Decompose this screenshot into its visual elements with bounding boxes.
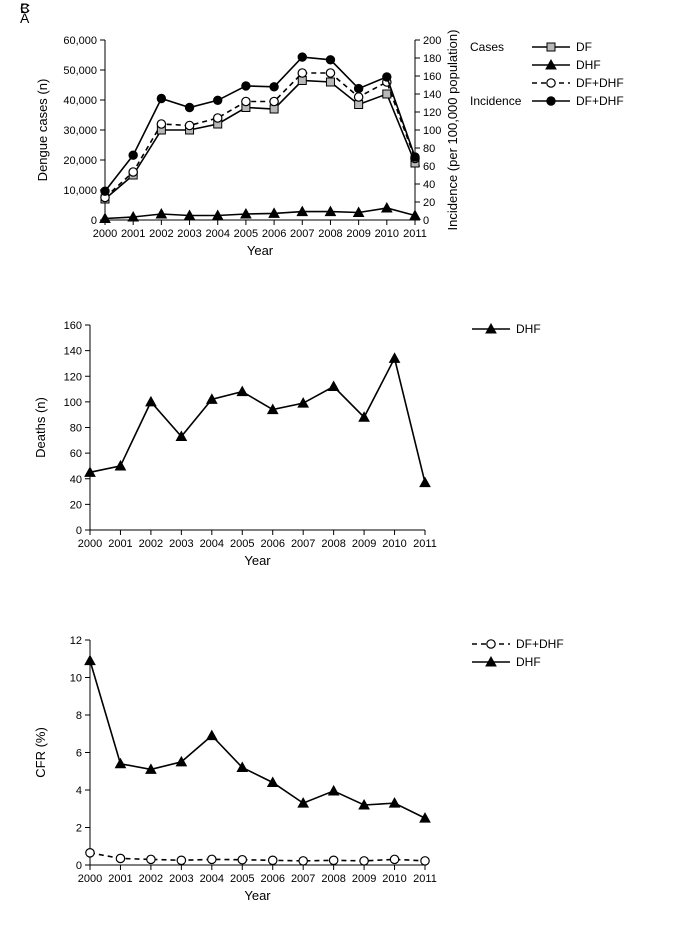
- marker-triangle: [207, 731, 217, 740]
- marker-circle-open: [269, 856, 277, 864]
- legend-swatch: [470, 655, 512, 669]
- x-tick-label: 2008: [321, 873, 345, 885]
- y-tick-label: 10: [70, 673, 82, 685]
- x-tick-label: 2000: [78, 873, 102, 885]
- marker-triangle: [420, 813, 430, 822]
- x-tick-label: 2007: [291, 873, 315, 885]
- y-tick-label: 8: [76, 710, 82, 722]
- marker-circle-open: [329, 856, 337, 864]
- marker-triangle: [329, 786, 339, 795]
- marker-circle-open: [299, 857, 307, 865]
- x-tick-label: 2005: [230, 873, 254, 885]
- x-tick-label: 2001: [108, 873, 132, 885]
- x-tick-label: 2002: [139, 873, 163, 885]
- legend-row: DF+DHF: [470, 635, 564, 653]
- legend-row: DHF: [470, 653, 564, 671]
- marker-circle-open: [238, 856, 246, 864]
- marker-circle-open: [390, 855, 398, 863]
- legend-swatch: [470, 637, 512, 651]
- marker-triangle: [115, 759, 125, 768]
- marker-circle-open: [86, 849, 94, 857]
- series-line: [90, 661, 425, 819]
- marker-triangle: [268, 778, 278, 787]
- y-tick-label: 0: [76, 860, 82, 872]
- x-tick-label: 2006: [260, 873, 284, 885]
- y-tick-label: 4: [76, 785, 82, 797]
- x-tick-label: 2010: [382, 873, 406, 885]
- x-tick-label: 2011: [413, 873, 437, 885]
- marker-circle-open: [208, 855, 216, 863]
- marker-circle-open: [421, 857, 429, 865]
- x-tick-label: 2003: [169, 873, 193, 885]
- marker-triangle: [298, 798, 308, 807]
- x-tick-label: 2004: [200, 873, 224, 885]
- panel-c-chart: 2000 2001 2002 2003 2004 2005 2006 2007 2008 2009…: [0, 0, 698, 940]
- marker-circle-open: [360, 857, 368, 865]
- series-line: [90, 853, 425, 861]
- marker-circle-open: [487, 640, 495, 648]
- legend-item-label: DHF: [516, 655, 541, 669]
- marker-triangle: [85, 656, 95, 665]
- x-axis-label: Year: [244, 888, 271, 903]
- panel-c-legend: DF+DHF DHF: [470, 635, 564, 671]
- marker-circle-open: [116, 854, 124, 862]
- y-tick-label: 2: [76, 823, 82, 835]
- y-tick-label: 6: [76, 748, 82, 760]
- marker-circle-open: [147, 855, 155, 863]
- y-axis-label: CFR (%): [33, 727, 48, 778]
- x-tick-label: 2009: [352, 873, 376, 885]
- y-tick-label: 12: [70, 635, 82, 647]
- marker-circle-open: [177, 856, 185, 864]
- legend-item-label: DF+DHF: [516, 637, 564, 651]
